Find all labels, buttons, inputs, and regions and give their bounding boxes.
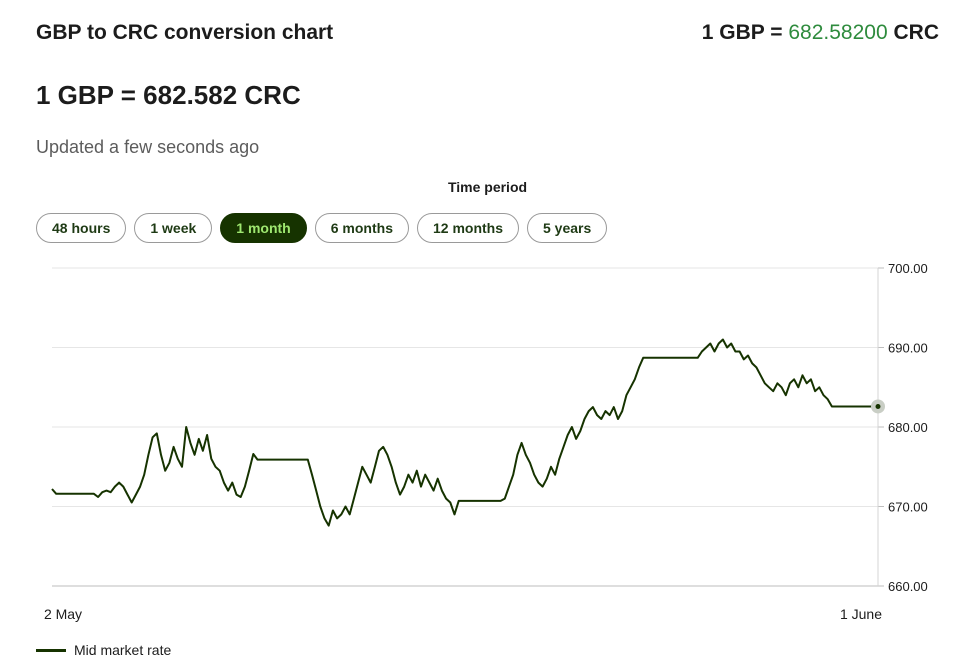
- time-period-selector: 48 hours 1 week 1 month 6 months 12 mont…: [36, 213, 608, 243]
- period-48-hours-button[interactable]: 48 hours: [36, 213, 127, 243]
- y-tick-label-1: 690.00: [888, 341, 928, 356]
- page-title: GBP to CRC conversion chart: [36, 21, 334, 44]
- current-rate-marker-dot: [875, 403, 881, 409]
- period-6-months-button[interactable]: 6 months: [314, 213, 409, 243]
- ticker-suffix: CRC: [893, 21, 940, 44]
- updated-timestamp: Updated a few seconds ago: [36, 137, 260, 157]
- period-1-week-button[interactable]: 1 week: [134, 213, 213, 243]
- x-tick-label-1: 1 June: [840, 606, 882, 622]
- period-5-years-button[interactable]: 5 years: [527, 213, 608, 243]
- legend-label: Mid market rate: [74, 642, 172, 658]
- chart-legend: Mid market rate: [36, 642, 171, 658]
- y-tick-label-4: 660.00: [888, 579, 928, 594]
- ticker-prefix: 1 GBP =: [701, 21, 783, 44]
- rate-line-chart[interactable]: 700.00 690.00 680.00 670.00 660.00 2 May 1 Ju…: [0, 255, 973, 635]
- y-tick-label-3: 670.00: [888, 500, 928, 515]
- period-1-month-button[interactable]: 1 month: [220, 213, 307, 243]
- series-line-mid-market-rate: [51, 338, 878, 527]
- y-tick-label-0: 700.00: [888, 261, 928, 276]
- time-period-label: Time period: [447, 179, 528, 195]
- y-tick-label-2: 680.00: [888, 420, 928, 435]
- period-12-months-button[interactable]: 12 months: [416, 213, 519, 243]
- legend-swatch: [36, 648, 66, 652]
- rate-ticker: 1 GBP = 682.58200 CRC: [702, 21, 939, 45]
- big-rate-display: 1 GBP = 682.582 CRC: [36, 80, 301, 110]
- ticker-value: 682.58200: [788, 21, 888, 44]
- x-tick-label-0: 2 May: [44, 606, 82, 622]
